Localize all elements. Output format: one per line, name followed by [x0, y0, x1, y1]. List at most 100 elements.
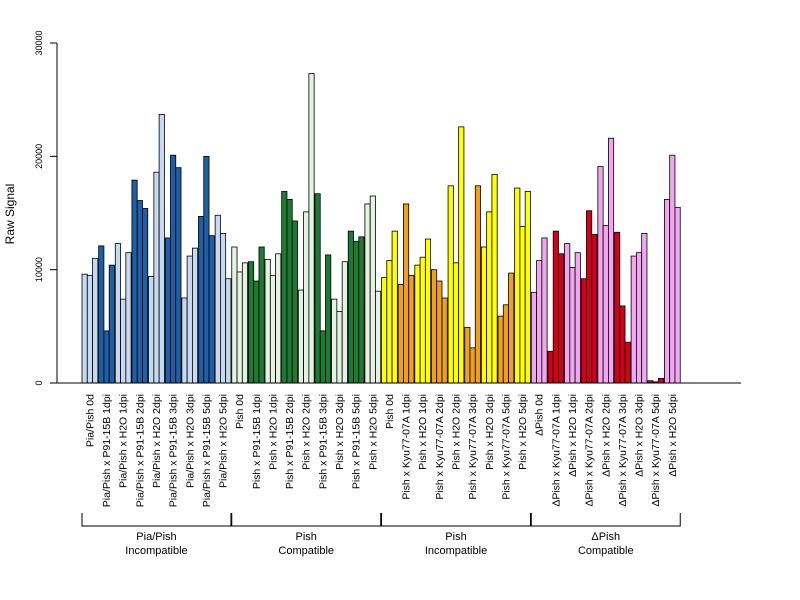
bar [597, 166, 604, 384]
bar [458, 126, 465, 384]
bar [291, 220, 298, 384]
bar [103, 330, 110, 384]
bar [236, 271, 243, 384]
bar [158, 114, 165, 384]
x-tick-label: Pish x H2O 5dpi [367, 394, 379, 470]
x-tick-label: ΔPish x H2O 5dpi [667, 394, 679, 477]
bar [657, 378, 665, 384]
bar [569, 266, 576, 384]
bar [92, 257, 99, 384]
bar [447, 185, 454, 384]
bar [114, 243, 121, 384]
x-tick-label: Pia/Pish x H2O 1dpi [118, 394, 130, 488]
group-brackets: Pia/Pish Incompatible Pish Compatible Pish In… [81, 513, 681, 557]
bar [624, 341, 631, 384]
bar [98, 245, 105, 384]
bar [358, 236, 365, 384]
bar [336, 311, 343, 384]
x-tick-label: Pish x H2O 3dpi [484, 394, 496, 470]
bar [364, 203, 371, 384]
bar [164, 237, 171, 384]
x-tick-label: Pish x P91-15B 3dpi [317, 394, 329, 489]
bar [547, 350, 554, 384]
bar [508, 272, 515, 384]
y-axis: 0 10000 20000 30000 [34, 30, 58, 386]
x-tick-label: Pia/Pish x H2O 2dpi [151, 394, 163, 488]
x-tick-label: Pish x Kyu77-07A 1dpi [401, 394, 413, 500]
x-tick-label: ΔPish x Kyu77-07A 2dpi [584, 394, 596, 507]
bar [314, 193, 321, 384]
bar [131, 179, 138, 384]
bar [275, 253, 282, 384]
bar [219, 232, 227, 384]
bar [175, 167, 182, 384]
group-sublabel: Incompatible [125, 545, 187, 557]
x-tick-label: Pia/Pish x P91-15B 2dpi [134, 394, 146, 507]
x-tick-label: Pia/Pish x P91-15B 1dpi [101, 394, 113, 507]
x-tick-label: Pish x H2O 5dpi [517, 394, 529, 470]
bar [148, 276, 155, 384]
group-sublabel: Compatible [278, 545, 334, 557]
bar [491, 174, 498, 384]
y-tick-label: 30000 [34, 30, 44, 55]
bar [264, 259, 271, 384]
x-tick-label: Pish x H2O 2dpi [451, 394, 463, 470]
bar [664, 198, 671, 384]
group-sublabel: Incompatible [425, 545, 487, 557]
group-label: Pish [445, 531, 466, 543]
x-tick-label: ΔPish 0d [534, 394, 546, 436]
bar [203, 155, 210, 384]
bar [514, 187, 521, 384]
bar [619, 305, 626, 384]
x-tick-label: Pia/Pish x H2O 3dpi [184, 394, 196, 488]
x-tick-label: Pia/Pish x P91-15B 3dpi [168, 394, 180, 507]
bar [474, 185, 481, 384]
x-tick-label: Pish x H2O 1dpi [267, 394, 279, 470]
group-label: Pish [296, 531, 317, 543]
bar [452, 262, 460, 384]
bar [191, 247, 199, 384]
bar [486, 211, 493, 384]
bar [436, 280, 443, 384]
bar [181, 297, 188, 384]
bar [231, 246, 238, 384]
x-tick-label: ΔPish x Kyu77-07A 3dpi [617, 394, 629, 507]
bar [602, 225, 609, 384]
bar [308, 73, 315, 384]
bar [303, 211, 310, 384]
bar [241, 262, 249, 384]
bar [86, 274, 93, 384]
x-tick-label: Pish x Kyu77-07A 3dpi [467, 394, 479, 500]
bar [253, 280, 260, 384]
bar [258, 246, 265, 384]
group-bracket [381, 513, 531, 527]
bar [225, 278, 232, 384]
bar [564, 243, 571, 384]
bar [464, 327, 471, 384]
bar [591, 234, 598, 384]
bar [247, 261, 255, 384]
x-tick-labels: Pia/Pish 0d Pia/Pish x P91-15B 1dpi Pia/Pi… [84, 394, 678, 507]
bar [269, 274, 277, 384]
bar [414, 264, 421, 384]
x-tick-label: Pish 0d [384, 394, 396, 429]
bar [297, 289, 305, 384]
x-tick-label: Pish x H2O 2dpi [301, 394, 313, 470]
bar [142, 208, 149, 384]
bar [580, 278, 587, 384]
bar [424, 238, 432, 384]
bar [530, 291, 537, 384]
bar [281, 191, 288, 384]
bar [431, 269, 438, 384]
x-tick-label: ΔPish x H2O 1dpi [567, 394, 579, 477]
bar [480, 246, 488, 384]
x-tick-label: Pish x Kyu77-07A 2dpi [434, 394, 446, 500]
group-label: Pia/Pish [136, 531, 176, 543]
x-tick-label: ΔPish x H2O 3dpi [634, 394, 646, 477]
x-tick-label: Pia/Pish 0d [84, 394, 96, 447]
bar [536, 260, 543, 384]
bar [586, 210, 593, 384]
bars [81, 73, 681, 384]
bar [214, 214, 221, 384]
